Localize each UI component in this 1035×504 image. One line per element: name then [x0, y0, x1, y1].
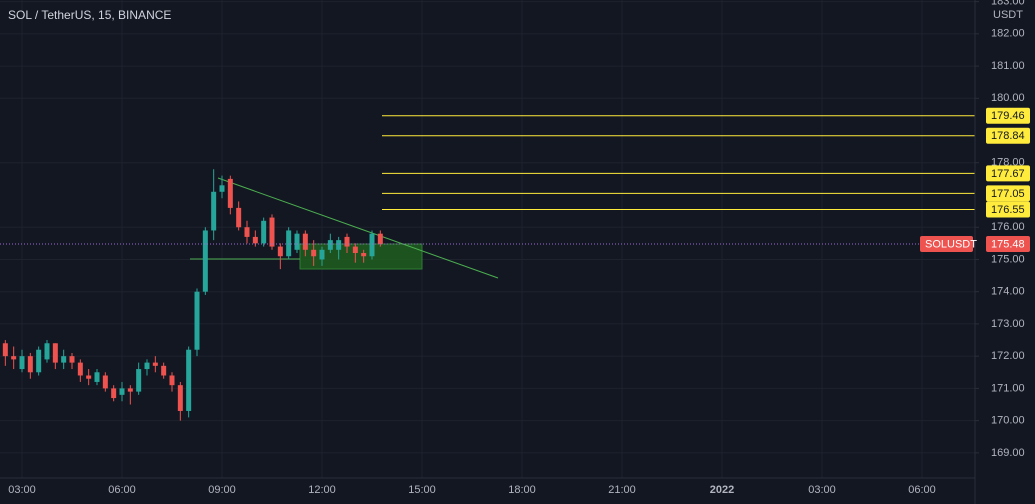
candle-body — [269, 217, 275, 247]
candle-body — [161, 365, 167, 376]
candle-body — [136, 369, 142, 392]
level-label: 178.84 — [991, 130, 1025, 142]
candle-body — [44, 343, 50, 360]
x-tick-label: 09:00 — [208, 484, 236, 496]
candle-body — [294, 233, 300, 250]
x-tick-label: 03:00 — [808, 484, 836, 496]
candle-body — [336, 240, 342, 250]
level-label-bg — [986, 165, 1030, 182]
y-tick-label: 181.00 — [991, 60, 1025, 72]
candle-body — [202, 230, 208, 292]
x-tick-label: 15:00 — [408, 484, 436, 496]
symbol-label-bg — [920, 235, 973, 252]
y-tick-label: 174.00 — [991, 286, 1025, 298]
x-tick-label: 06:00 — [108, 484, 136, 496]
candle-body — [11, 356, 17, 360]
candle-body — [352, 246, 358, 254]
candle-body — [119, 388, 125, 395]
candle-body — [102, 375, 108, 389]
unit-bg — [987, 8, 1023, 22]
candle-body — [302, 233, 308, 250]
candle-body — [277, 246, 283, 257]
candle-body — [111, 388, 117, 399]
candle-body — [361, 253, 367, 257]
candle-body — [177, 385, 183, 411]
trend-line — [217, 177, 499, 279]
x-tick-label: 21:00 — [608, 484, 636, 496]
candle-body — [261, 220, 267, 244]
y-tick-label: 173.00 — [991, 318, 1025, 330]
y-tick-label: 170.00 — [991, 415, 1025, 427]
candle-body — [27, 356, 33, 373]
x-tick-label: 06:00 — [908, 484, 936, 496]
level-label-bg — [986, 185, 1030, 202]
candle-body — [252, 236, 258, 244]
candle-body — [327, 240, 333, 250]
candle-body — [311, 249, 317, 257]
x-tick-label: 2022 — [710, 484, 734, 496]
y-tick-label: 172.00 — [991, 350, 1025, 362]
y-unit: USDT — [993, 9, 1023, 21]
level-label: 176.55 — [991, 204, 1025, 216]
candle-body — [344, 236, 350, 247]
candle-body — [186, 349, 192, 411]
level-label-bg — [986, 201, 1030, 218]
candle-body — [227, 178, 233, 208]
candle-body — [169, 375, 175, 386]
candle-body — [152, 362, 158, 366]
level-label-bg — [986, 107, 1030, 124]
candle-body — [2, 343, 8, 357]
candle-body — [194, 291, 200, 350]
x-tick-label: 18:00 — [508, 484, 536, 496]
candle-body — [219, 185, 225, 192]
candle-body — [244, 227, 250, 237]
x-tick-label: 03:00 — [8, 484, 36, 496]
last-price-bg — [986, 235, 1030, 252]
y-tick-label: 169.00 — [991, 447, 1025, 459]
y-tick-label: 176.00 — [991, 221, 1025, 233]
symbol-label: SOLUSDT — [925, 238, 977, 250]
chart-title: SOL / TetherUS, 15, BINANCE — [8, 8, 171, 22]
last-price-label: 175.48 — [991, 238, 1025, 250]
candle-body — [369, 233, 375, 257]
level-label-bg — [986, 127, 1030, 144]
y-tick-label: 182.00 — [991, 28, 1025, 40]
candle-body — [377, 233, 383, 244]
candle-body — [94, 372, 100, 382]
candle-body — [319, 249, 325, 260]
candle-body — [61, 356, 67, 363]
level-label: 177.05 — [991, 188, 1025, 200]
candle-body — [236, 207, 242, 228]
y-tick-label: 171.00 — [991, 382, 1025, 394]
candle-body — [77, 362, 83, 376]
candle-body — [69, 356, 75, 363]
level-label: 177.67 — [991, 168, 1025, 180]
candle-body — [36, 349, 42, 373]
candle-body — [52, 343, 58, 363]
candle-body — [19, 356, 25, 370]
candle-body — [211, 191, 217, 231]
y-tick-label: 180.00 — [991, 92, 1025, 104]
range-box — [299, 243, 423, 270]
y-tick-label: 175.00 — [991, 253, 1025, 265]
candle-body — [127, 388, 133, 392]
level-label: 179.46 — [991, 110, 1025, 122]
y-tick-label: 183.00 — [991, 0, 1025, 8]
x-tick-label: 12:00 — [308, 484, 336, 496]
candle-body — [86, 375, 92, 379]
candle-body — [286, 230, 292, 257]
candle-body — [144, 362, 150, 370]
